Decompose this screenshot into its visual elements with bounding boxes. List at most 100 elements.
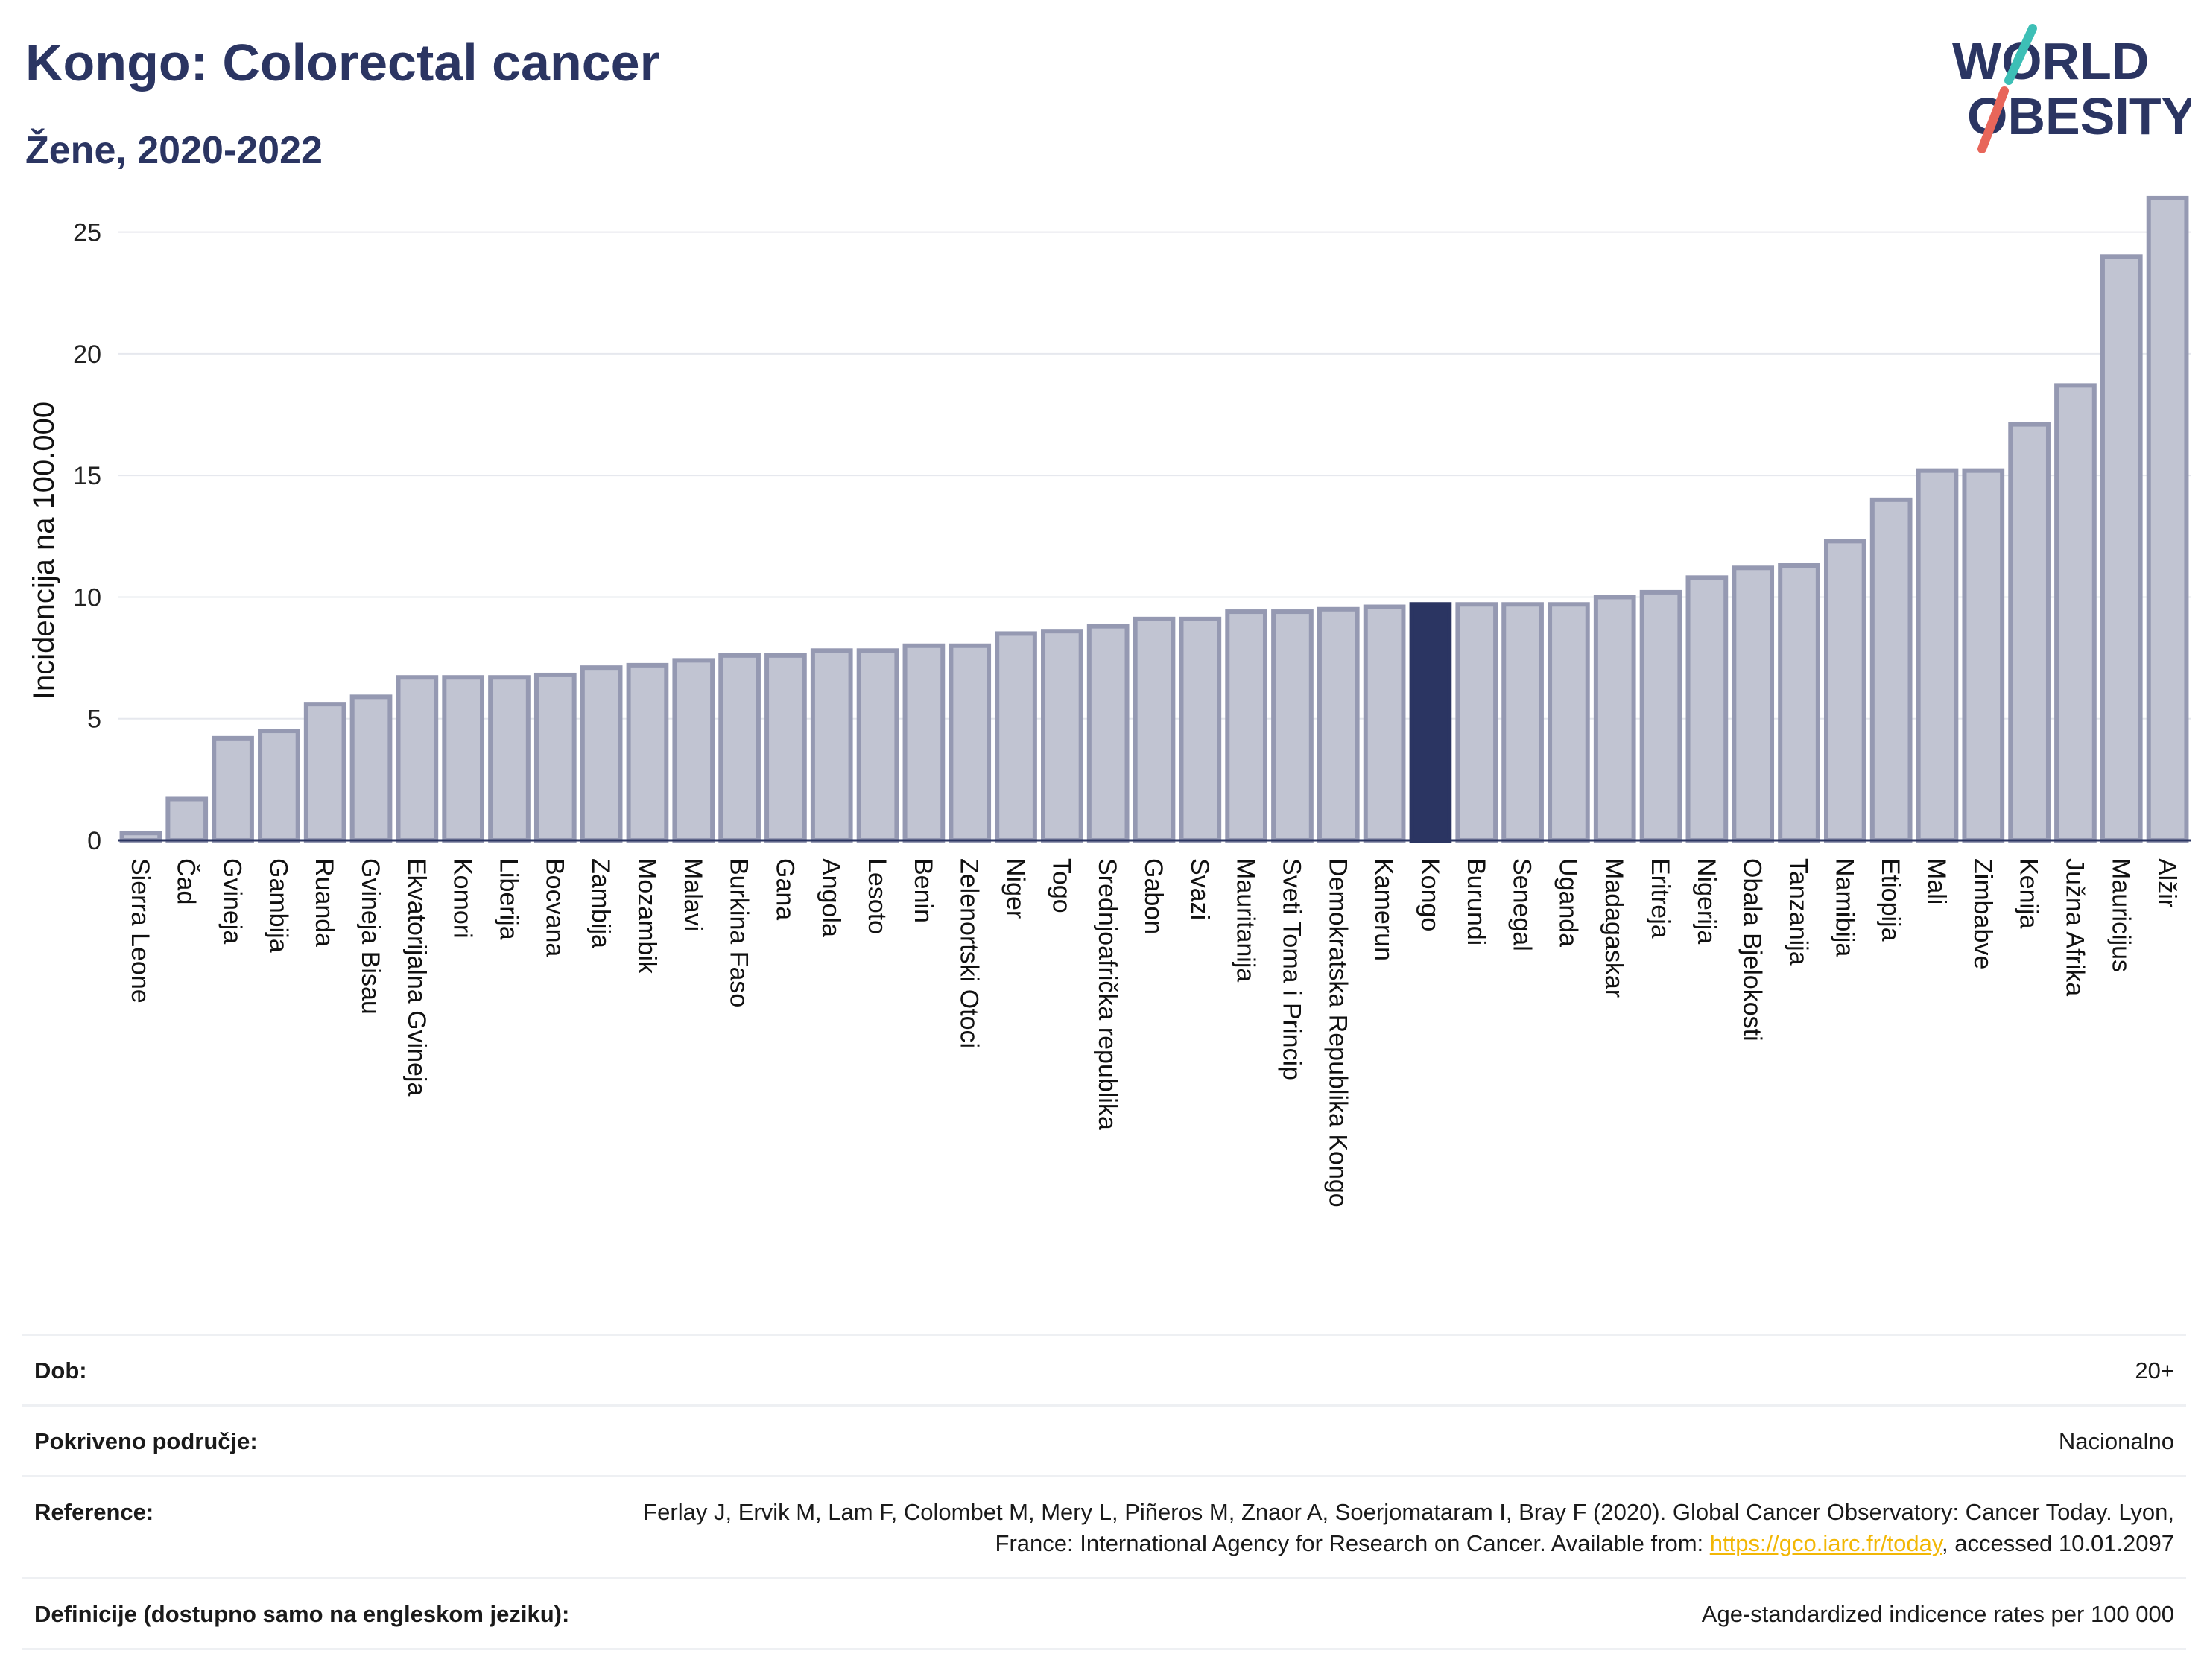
bar-čad xyxy=(165,796,209,843)
x-tick-label: Niger xyxy=(1001,858,1030,919)
x-tick-label: Obala Bjelokosti xyxy=(1738,858,1767,1042)
y-tick-label: 5 xyxy=(87,706,101,734)
x-tick-label: Srednjoafrička republika xyxy=(1093,858,1121,1130)
x-tick-label: Etiopija xyxy=(1876,858,1904,942)
x-tick-label: Gvineja Bisau xyxy=(356,858,384,1015)
x-tick-label: Burkina Faso xyxy=(725,858,753,1007)
bars xyxy=(119,195,2189,843)
bar-srednjoafrička-republika xyxy=(1086,624,1130,843)
info-value-age: 20+ xyxy=(2135,1357,2174,1383)
x-tick-label: Malavi xyxy=(679,858,707,931)
bar-gvineja-bisau xyxy=(349,694,393,843)
x-tick-label: Gana xyxy=(770,858,799,920)
y-tick-labels: 0 5 10 15 20 25 xyxy=(73,219,101,855)
bar-kamerun xyxy=(1363,604,1406,843)
bar-gabon xyxy=(1133,616,1176,843)
x-tick-label: Eritreja xyxy=(1646,858,1674,939)
logo-slash-top xyxy=(2004,24,2037,85)
reference-link[interactable]: https://gco.iarc.fr/today xyxy=(1709,1530,1942,1556)
x-tick-label: Zambija xyxy=(586,858,615,948)
chart-subtitle: Žene, 2020-2022 xyxy=(25,129,323,172)
info-row-coverage: Pokriveno područje: Nacionalno xyxy=(22,1407,2186,1477)
bar-burundi xyxy=(1455,602,1498,843)
info-value-definitions: Age-standardized indicence rates per 100… xyxy=(1701,1601,2174,1627)
x-tick-label: Bocvana xyxy=(540,858,569,957)
reference-text: Ferlay J, Ervik M, Lam F, Colombet M, Me… xyxy=(643,1499,2174,1556)
bar-eritreja xyxy=(1639,589,1682,843)
bar-ruanda xyxy=(303,702,346,843)
bar-chart: 0 5 10 15 20 25 Sierra Leone Čad Gvineja Gambija… xyxy=(28,195,2191,1208)
x-tick-label: Sveti Toma i Princip xyxy=(1277,858,1305,1080)
bar-mauritanija xyxy=(1225,609,1267,843)
reference-accessed: , accessed 10.01.2097 xyxy=(1942,1530,2174,1556)
x-tick-label: Gabon xyxy=(1139,858,1168,934)
bar-togo xyxy=(1041,629,1083,843)
y-tick-label: 15 xyxy=(73,462,101,490)
info-label-coverage: Pokriveno područje: xyxy=(34,1428,258,1454)
info-row-definitions: Definicije (dostupno samo na engleskom j… xyxy=(22,1579,2186,1650)
x-tick-label: Burundi xyxy=(1462,858,1490,945)
bar-mozambik xyxy=(626,662,669,843)
x-tick-label: Uganda xyxy=(1554,858,1582,947)
bar-burkina-faso xyxy=(718,653,761,843)
x-tick-label: Mali xyxy=(1922,858,1951,904)
chart-title: Kongo: Colorectal cancer xyxy=(25,34,660,92)
bar-zimbabve xyxy=(1962,468,2005,843)
bar-senegal xyxy=(1501,602,1544,843)
y-axis-label: Incidencija na 100.000 xyxy=(28,402,60,700)
y-tick-label: 20 xyxy=(73,340,101,369)
info-table: Dob: 20+ Pokriveno područje: Nacionalno … xyxy=(22,1334,2186,1650)
bar-malavi xyxy=(672,658,715,843)
bar-južna-afrika xyxy=(2054,383,2097,843)
y-tick-label: 10 xyxy=(73,583,101,612)
x-tick-label: Madagaskar xyxy=(1600,858,1628,998)
info-value-coverage: Nacionalno xyxy=(2058,1428,2174,1454)
bar-madagaskar xyxy=(1593,595,1636,843)
x-tick-label: Nigerija xyxy=(1692,858,1720,944)
logo-line-1: WORLD xyxy=(1952,32,2149,90)
x-tick-label: Togo xyxy=(1047,858,1075,913)
world-obesity-logo: WORLD OBESITY xyxy=(1952,24,2191,153)
bar-lesoto xyxy=(856,648,899,843)
bar-mauricijus xyxy=(2100,254,2143,843)
x-tick-label: Zimbabve xyxy=(1969,858,1997,969)
x-tick-label: Ruanda xyxy=(310,858,338,947)
bar-sveti-toma-i-princip xyxy=(1271,609,1314,843)
bar-niger xyxy=(995,631,1037,843)
bar-nigerija xyxy=(1685,575,1729,843)
x-tick-label: Kamerun xyxy=(1369,858,1398,961)
bar-gambija xyxy=(258,729,300,843)
x-tick-label: Demokratska Republika Kongo xyxy=(1323,858,1352,1208)
bar-mali xyxy=(1916,468,1959,843)
bar-zelenortski-otoci xyxy=(949,643,992,843)
x-tick-label: Liberija xyxy=(494,858,522,940)
x-tick-label: Svazi xyxy=(1185,858,1214,920)
x-tick-label: Južna Afrika xyxy=(2060,858,2089,996)
bar-namibija xyxy=(1823,539,1866,843)
bar-liberija xyxy=(488,675,531,843)
bar-gana xyxy=(764,653,807,843)
y-tick-label: 0 xyxy=(87,827,101,855)
x-tick-label: Senegal xyxy=(1508,858,1536,951)
x-tick-label: Zelenortski Otoci xyxy=(955,858,984,1048)
x-tick-label: Namibija xyxy=(1830,858,1858,957)
info-row-reference: Reference: Ferlay J, Ervik M, Lam F, Col… xyxy=(22,1477,2186,1579)
x-tick-label: Kongo xyxy=(1416,858,1444,931)
x-tick-label: Gvineja xyxy=(218,858,247,944)
x-tick-label: Tanzanija xyxy=(1785,858,1813,966)
x-tick-label: Gambija xyxy=(264,858,292,953)
info-label-definitions: Definicije (dostupno samo na engleskom j… xyxy=(34,1601,570,1627)
bar-uganda xyxy=(1548,602,1590,843)
bar-demokratska-republika-kongo xyxy=(1317,606,1360,843)
y-tick-label: 25 xyxy=(73,219,101,247)
bar-komori xyxy=(442,675,485,843)
x-tick-label: Angola xyxy=(817,858,845,937)
x-tick-label: Ekvatorijalna Gvineja xyxy=(402,858,431,1096)
bar-etiopija xyxy=(1869,497,1913,843)
x-tick-label: Čad xyxy=(172,858,200,904)
x-tick-label: Sierra Leone xyxy=(126,858,154,1004)
x-tick-label: Alžir xyxy=(2153,858,2181,907)
bar-alžir xyxy=(2146,195,2189,843)
bar-benin xyxy=(902,643,946,843)
x-tick-label: Lesoto xyxy=(863,858,891,934)
